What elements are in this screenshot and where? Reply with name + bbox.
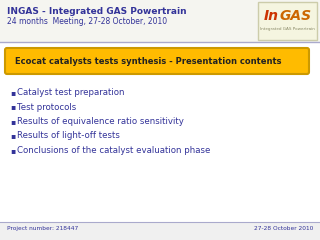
- Text: Catalyst test preparation: Catalyst test preparation: [17, 88, 124, 97]
- Text: ▪: ▪: [10, 117, 15, 126]
- Text: Test protocols: Test protocols: [17, 102, 76, 112]
- Text: ▪: ▪: [10, 102, 15, 112]
- Text: Results of light-off tests: Results of light-off tests: [17, 132, 120, 140]
- Bar: [0, 42, 320, 222]
- Bar: [0, 222, 320, 240]
- Text: Ecocat catalysts tests synthesis - Presentation contents: Ecocat catalysts tests synthesis - Prese…: [15, 56, 282, 66]
- Text: Results of equivalence ratio sensitivity: Results of equivalence ratio sensitivity: [17, 117, 184, 126]
- Text: GAS: GAS: [279, 9, 311, 23]
- Text: 27-28 October 2010: 27-28 October 2010: [254, 226, 313, 231]
- Text: Conclusions of the catalyst evaluation phase: Conclusions of the catalyst evaluation p…: [17, 146, 210, 155]
- Text: ▪: ▪: [10, 88, 15, 97]
- Text: INGAS - Integrated GAS Powertrain: INGAS - Integrated GAS Powertrain: [7, 7, 187, 16]
- Text: Project number: 218447: Project number: 218447: [7, 226, 78, 231]
- Text: ▪: ▪: [10, 132, 15, 140]
- Bar: [0, 0, 320, 42]
- Text: Integrated GAS Powertrain: Integrated GAS Powertrain: [260, 27, 315, 31]
- Text: 24 months  Meeting, 27-28 October, 2010: 24 months Meeting, 27-28 October, 2010: [7, 17, 167, 26]
- FancyBboxPatch shape: [5, 48, 309, 74]
- Text: In: In: [264, 9, 279, 23]
- Text: ▪: ▪: [10, 146, 15, 155]
- FancyBboxPatch shape: [258, 2, 317, 40]
